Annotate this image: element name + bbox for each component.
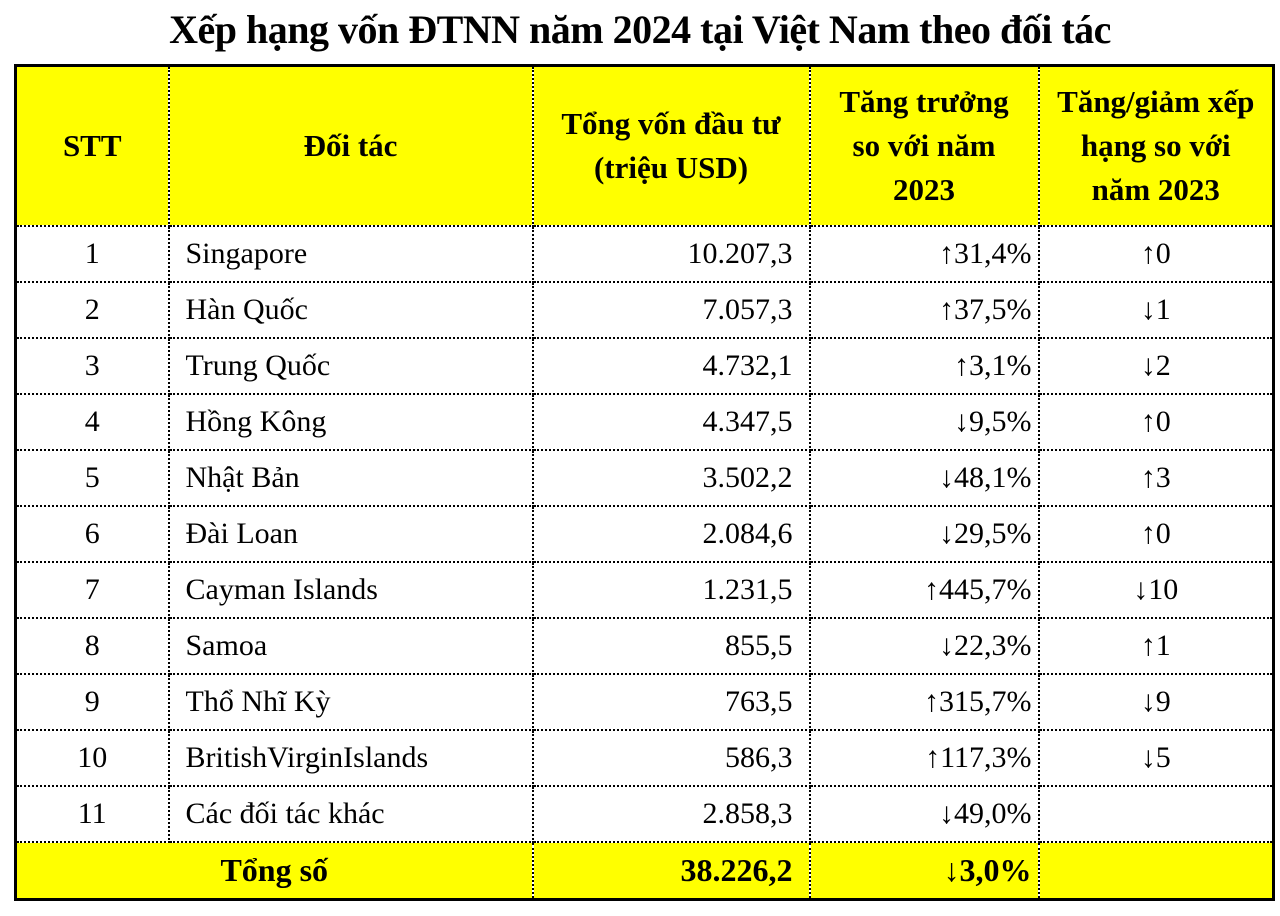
cell-rank-change: ↑0	[1037, 504, 1275, 563]
cell-rank-change: ↑3	[1037, 448, 1275, 507]
cell-growth: ↓49,0%	[808, 784, 1040, 843]
cell-partner: Nhật Bản	[167, 448, 534, 507]
cell-growth: ↑31,4%	[808, 224, 1040, 283]
cell-capital: 3.502,2	[531, 448, 811, 507]
cell-growth: ↓22,3%	[808, 616, 1040, 675]
cell-growth: ↓9,5%	[808, 392, 1040, 451]
total-capital: 38.226,2	[531, 840, 811, 901]
fdi-ranking-table: STT Đối tác Tổng vốn đầu tư (triệu USD) …	[14, 64, 1275, 901]
cell-rank-change: ↓1	[1037, 280, 1275, 339]
cell-partner: Cayman Islands	[167, 560, 534, 619]
cell-capital: 2.858,3	[531, 784, 811, 843]
cell-rank-change: ↓2	[1037, 336, 1275, 395]
cell-stt: 1	[14, 224, 170, 283]
page-title: Xếp hạng vốn ĐTNN năm 2024 tại Việt Nam …	[169, 7, 1111, 52]
table-row: 6 Đài Loan 2.084,6 ↓29,5% ↑0	[14, 504, 1275, 563]
cell-capital: 1.231,5	[531, 560, 811, 619]
table-row: 3 Trung Quốc 4.732,1 ↑3,1% ↓2	[14, 336, 1275, 395]
cell-stt: 9	[14, 672, 170, 731]
column-header-capital: Tổng vốn đầu tư (triệu USD)	[531, 64, 811, 227]
cell-partner: Samoa	[167, 616, 534, 675]
cell-growth: ↑445,7%	[808, 560, 1040, 619]
cell-capital: 2.084,6	[531, 504, 811, 563]
cell-growth: ↓48,1%	[808, 448, 1040, 507]
total-label: Tổng số	[14, 840, 534, 901]
table-body: 1 Singapore 10.207,3 ↑31,4% ↑0 2 Hàn Quốc 7.057…	[14, 224, 1275, 843]
cell-partner: BritishVirginIslands	[167, 728, 534, 787]
cell-rank-change: ↑0	[1037, 224, 1275, 283]
table-row: 10 BritishVirginIslands 586,3 ↑117,3% ↓5	[14, 728, 1275, 787]
cell-growth: ↑3,1%	[808, 336, 1040, 395]
cell-partner: Singapore	[167, 224, 534, 283]
cell-stt: 3	[14, 336, 170, 395]
cell-partner: Trung Quốc	[167, 336, 534, 395]
total-rank-change	[1037, 840, 1275, 901]
cell-stt: 2	[14, 280, 170, 339]
cell-growth: ↑315,7%	[808, 672, 1040, 731]
cell-rank-change: ↑0	[1037, 392, 1275, 451]
cell-rank-change: ↓9	[1037, 672, 1275, 731]
table-row: 4 Hồng Kông 4.347,5 ↓9,5% ↑0	[14, 392, 1275, 451]
cell-partner: Các đối tác khác	[167, 784, 534, 843]
cell-capital: 7.057,3	[531, 280, 811, 339]
cell-capital: 855,5	[531, 616, 811, 675]
table-row: 7 Cayman Islands 1.231,5 ↑445,7% ↓10	[14, 560, 1275, 619]
cell-rank-change: ↑1	[1037, 616, 1275, 675]
cell-stt: 6	[14, 504, 170, 563]
cell-partner: Hồng Kông	[167, 392, 534, 451]
cell-growth: ↑117,3%	[808, 728, 1040, 787]
cell-stt: 4	[14, 392, 170, 451]
cell-stt: 11	[14, 784, 170, 843]
cell-rank-change: ↓5	[1037, 728, 1275, 787]
cell-rank-change: ↓10	[1037, 560, 1275, 619]
cell-partner: Hàn Quốc	[167, 280, 534, 339]
column-header-growth: Tăng trưởng so với năm 2023	[808, 64, 1040, 227]
table-row: 9 Thổ Nhĩ Kỳ 763,5 ↑315,7% ↓9	[14, 672, 1275, 731]
cell-partner: Thổ Nhĩ Kỳ	[167, 672, 534, 731]
cell-growth: ↓29,5%	[808, 504, 1040, 563]
cell-growth: ↑37,5%	[808, 280, 1040, 339]
column-header-stt: STT	[14, 64, 170, 227]
total-growth: ↓3,0%	[808, 840, 1040, 901]
cell-stt: 10	[14, 728, 170, 787]
cell-capital: 4.732,1	[531, 336, 811, 395]
column-header-rank-change: Tăng/giảm xếp hạng so với năm 2023	[1037, 64, 1275, 227]
cell-capital: 586,3	[531, 728, 811, 787]
table-row: 8 Samoa 855,5 ↓22,3% ↑1	[14, 616, 1275, 675]
cell-stt: 5	[14, 448, 170, 507]
cell-stt: 7	[14, 560, 170, 619]
table-row: 2 Hàn Quốc 7.057,3 ↑37,5% ↓1	[14, 280, 1275, 339]
cell-capital: 763,5	[531, 672, 811, 731]
column-header-partner: Đối tác	[167, 64, 534, 227]
table-row: 5 Nhật Bản 3.502,2 ↓48,1% ↑3	[14, 448, 1275, 507]
table-row: 11 Các đối tác khác 2.858,3 ↓49,0%	[14, 784, 1275, 843]
cell-stt: 8	[14, 616, 170, 675]
total-row: Tổng số 38.226,2 ↓3,0%	[14, 840, 1275, 901]
cell-capital: 4.347,5	[531, 392, 811, 451]
cell-rank-change	[1037, 784, 1275, 843]
cell-partner: Đài Loan	[167, 504, 534, 563]
cell-capital: 10.207,3	[531, 224, 811, 283]
table-row: 1 Singapore 10.207,3 ↑31,4% ↑0	[14, 224, 1275, 283]
header-row: STT Đối tác Tổng vốn đầu tư (triệu USD) …	[14, 64, 1275, 227]
